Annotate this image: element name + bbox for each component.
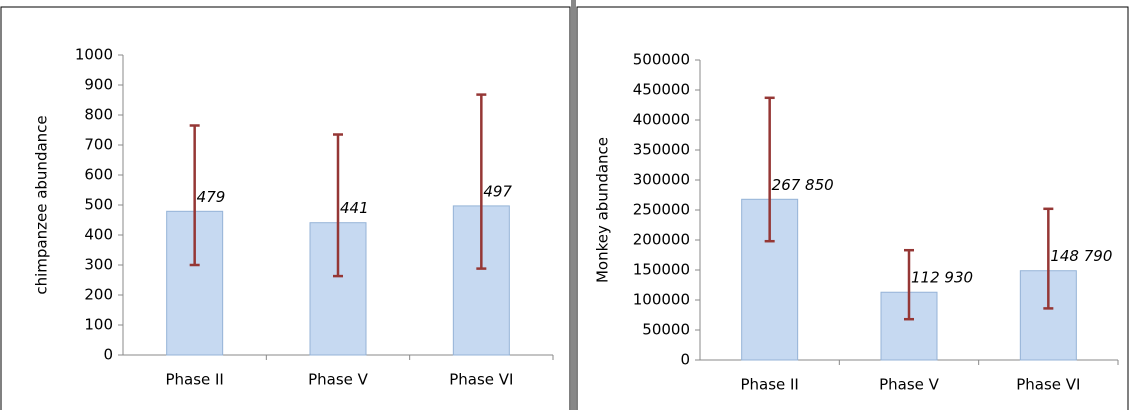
y-tick-label: 350000 (633, 141, 690, 159)
x-tick-label: Phase VI (449, 371, 513, 389)
y-tick-label: 50000 (642, 321, 690, 339)
x-tick-label: Phase VI (1016, 376, 1080, 394)
y-tick-label: 500000 (633, 51, 690, 69)
y-tick-label: 700 (84, 136, 113, 154)
y-tick-label: 200 (84, 286, 113, 304)
x-tick-label: Phase II (740, 376, 798, 394)
y-tick-label: 600 (84, 166, 113, 184)
x-tick-label: Phase V (308, 371, 369, 389)
y-tick-label: 0 (680, 351, 690, 369)
y-tick-label: 400 (84, 226, 113, 244)
x-tick-label: Phase V (879, 376, 940, 394)
y-tick-label: 1000 (75, 46, 113, 64)
value-label: 441 (340, 199, 369, 217)
y-axis-label: chimpanzee abundance (33, 115, 51, 294)
right-panel-border (576, 6, 1129, 410)
y-tick-label: 100000 (633, 291, 690, 309)
y-tick-label: 500 (84, 196, 113, 214)
y-tick-label: 450000 (633, 81, 690, 99)
y-tick-label: 300 (84, 256, 113, 274)
left-panel-border (0, 6, 571, 410)
y-tick-label: 400000 (633, 111, 690, 129)
y-tick-label: 150000 (633, 261, 690, 279)
value-label: 479 (197, 188, 226, 206)
y-tick-label: 100 (84, 316, 113, 334)
x-tick-label: Phase II (165, 371, 223, 389)
y-axis-label: Monkey abundance (594, 137, 612, 283)
bar (166, 210, 224, 356)
value-label: 112 930 (911, 269, 973, 287)
y-tick-label: 250000 (633, 201, 690, 219)
panel-separator (571, 0, 576, 410)
y-tick-label: 900 (84, 76, 113, 94)
y-tick-label: 300000 (633, 171, 690, 189)
y-tick-label: 0 (103, 346, 113, 364)
y-tick-label: 800 (84, 106, 113, 124)
value-label: 267 850 (772, 176, 834, 194)
y-tick-label: 200000 (633, 231, 690, 249)
value-label: 497 (483, 182, 512, 200)
value-label: 148 790 (1050, 247, 1112, 265)
